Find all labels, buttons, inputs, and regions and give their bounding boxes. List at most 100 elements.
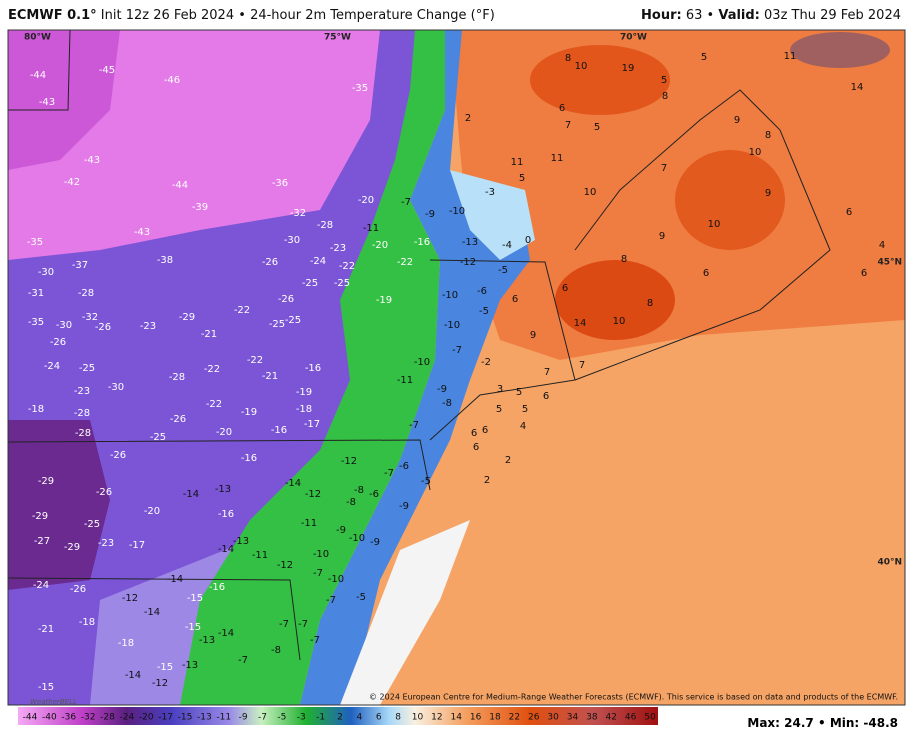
temp-change-label: -25 — [269, 319, 285, 330]
temp-change-label: 2 — [465, 113, 471, 124]
colorbar-label: 12 — [431, 713, 442, 723]
colorbar-label: -36 — [61, 713, 76, 723]
temp-change-label: -39 — [192, 202, 208, 213]
temp-change-label: 8 — [647, 298, 653, 309]
temp-change-label: -5 — [356, 592, 366, 603]
temp-change-label: -25 — [334, 278, 350, 289]
temp-change-label: -26 — [70, 584, 86, 595]
temp-change-label: 8 — [662, 91, 668, 102]
temp-change-label: -42 — [64, 177, 80, 188]
separator: • — [818, 716, 826, 730]
temp-change-label: 2 — [505, 455, 511, 466]
temp-change-label: 8 — [565, 53, 571, 64]
temp-change-label: -16 — [414, 237, 430, 248]
temp-change-label: -28 — [169, 372, 185, 383]
temp-change-label: -31 — [28, 288, 44, 299]
temp-change-label: -18 — [296, 404, 312, 415]
temp-change-label: -30 — [284, 235, 300, 246]
temp-change-label: -22 — [247, 355, 263, 366]
valid-time: 03z Thu 29 Feb 2024 — [764, 8, 901, 23]
copyright: © 2024 European Centre for Medium-Range … — [369, 693, 898, 702]
temp-change-label: 6 — [512, 294, 518, 305]
temp-change-label: -18 — [79, 617, 95, 628]
temp-change-label: 7 — [544, 367, 550, 378]
colorbar-label: -20 — [139, 713, 154, 723]
temp-change-label: -26 — [262, 257, 278, 268]
temp-change-label: -26 — [95, 322, 111, 333]
colorbar-label: -3 — [297, 713, 306, 723]
temp-change-label: -9 — [399, 501, 409, 512]
temp-change-label: -24 — [310, 256, 326, 267]
temp-change-label: -12 — [122, 593, 138, 604]
temp-change-label: 10 — [708, 219, 721, 230]
temp-change-label: -30 — [108, 382, 124, 393]
temp-change-label: 8 — [765, 130, 771, 141]
colorbar-label: -24 — [120, 713, 135, 723]
temp-change-label: -10 — [349, 533, 365, 544]
temp-change-label: -12 — [341, 456, 357, 467]
colorbar-label: 26 — [528, 713, 540, 723]
temp-change-label: -32 — [290, 208, 306, 219]
colorbar-label: -1 — [316, 713, 325, 723]
colorbar — [18, 707, 658, 725]
temp-change-label: -11 — [397, 375, 413, 386]
grid-label: 70°W — [620, 33, 647, 43]
temp-change-label: 8 — [621, 254, 627, 265]
temp-change-label: -20 — [216, 427, 232, 438]
temp-change-label: -43 — [84, 155, 100, 166]
temp-change-label: 2 — [484, 475, 490, 486]
temp-change-label: -44 — [30, 70, 46, 81]
colorbar-label: -5 — [277, 713, 286, 723]
temp-change-label: 6 — [559, 103, 565, 114]
temp-change-label: -7 — [326, 595, 336, 606]
temp-change-label: -15 — [185, 622, 201, 633]
temp-change-label: -32 — [82, 312, 98, 323]
temp-change-label: 0 — [525, 235, 531, 246]
grid-label: 40°N — [877, 558, 902, 568]
temp-change-label: -21 — [201, 329, 217, 340]
valid-label: Valid: — [718, 8, 760, 23]
temp-change-label: 9 — [530, 330, 536, 341]
temp-change-label: -26 — [50, 337, 66, 348]
temp-change-label: 5 — [661, 75, 667, 86]
temp-change-label: -5 — [421, 476, 431, 487]
temp-change-label: -7 — [409, 420, 419, 431]
temp-change-label: -17 — [129, 540, 145, 551]
map-frame — [7, 29, 906, 706]
colorbar-label: 34 — [567, 713, 579, 723]
temp-change-label: 9 — [765, 188, 771, 199]
hour: 63 — [685, 8, 703, 23]
temp-change-label: -36 — [272, 178, 288, 189]
temp-change-label: -6 — [477, 286, 487, 297]
temp-change-label: -16 — [241, 453, 257, 464]
temp-change-label: -19 — [296, 387, 312, 398]
colorbar-label: 4 — [357, 713, 363, 723]
colorbar-label: 42 — [606, 713, 617, 723]
temp-change-label: -43 — [39, 97, 55, 108]
temp-change-label: -25 — [79, 363, 95, 374]
temp-change-label: -13 — [233, 536, 249, 547]
max-label: Max: — [747, 716, 780, 730]
temp-change-label: -15 — [38, 682, 54, 693]
temp-change-label: 9 — [659, 231, 665, 242]
model: ECMWF 0.1° — [8, 8, 97, 23]
colorbar-label: -32 — [81, 713, 96, 723]
temp-change-label: -28 — [75, 428, 91, 439]
grid-label: 75°W — [324, 33, 351, 43]
stats: Max: 24.7 • Min: -48.8 — [747, 716, 898, 730]
temp-change-label: 6 — [846, 207, 852, 218]
temp-change-label: -25 — [302, 278, 318, 289]
temp-change-label: -9 — [437, 384, 447, 395]
temp-change-label: -44 — [172, 180, 188, 191]
colorbar-label: -13 — [197, 713, 212, 723]
colorbar-label: 16 — [470, 713, 482, 723]
temp-change-label: -29 — [32, 511, 48, 522]
temp-change-label: -5 — [498, 265, 508, 276]
field-name: 24-hour 2m Temperature Change (°F) — [250, 8, 495, 23]
temp-change-label: -8 — [271, 645, 281, 656]
temp-change-label: -26 — [96, 487, 112, 498]
temp-change-label: -25 — [150, 432, 166, 443]
colorbar-label: -28 — [100, 713, 115, 723]
temp-change-label: -3 — [485, 187, 495, 198]
